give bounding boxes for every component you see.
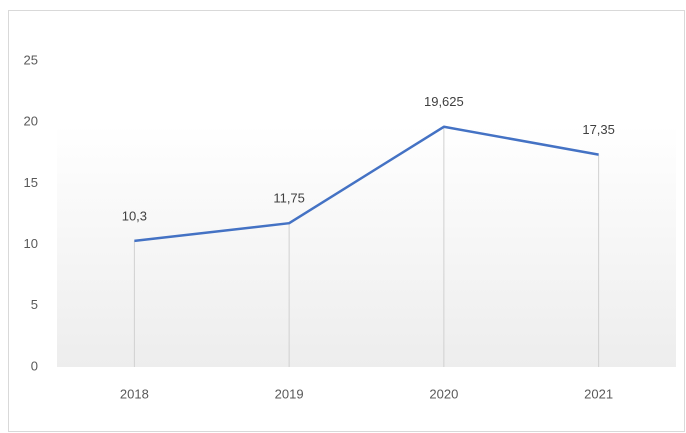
y-tick-label: 20: [24, 114, 38, 129]
data-label: 10,3: [122, 208, 147, 223]
y-tick-label: 5: [31, 297, 38, 312]
y-tick-label: 10: [24, 236, 38, 251]
line-series: [134, 125, 599, 243]
x-tick-label: 2020: [429, 386, 458, 401]
plot-background: [57, 125, 676, 367]
data-label: 19,625: [424, 94, 464, 109]
x-tick-label: 2019: [275, 386, 304, 401]
data-label: 17,35: [582, 122, 615, 137]
y-tick-label: 0: [31, 358, 38, 373]
x-tick-label: 2018: [120, 386, 149, 401]
y-tick-label: 15: [24, 175, 38, 190]
y-tick-label: 25: [24, 52, 38, 67]
data-label: 11,75: [273, 191, 305, 206]
x-tick-label: 2021: [584, 386, 613, 401]
